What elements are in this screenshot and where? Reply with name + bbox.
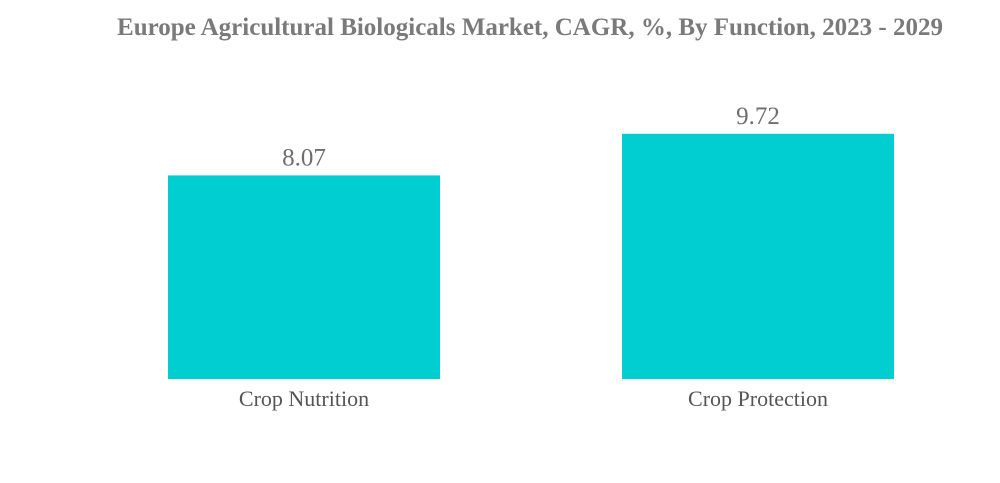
bar-crop-nutrition (168, 175, 440, 379)
chart-title: Europe Agricultural Biologicals Market, … (117, 14, 943, 41)
value-label-crop-protection: 9.72 (736, 103, 780, 130)
category-label-crop-protection: Crop Protection (688, 386, 828, 411)
value-labels-layer: 8.07 9.72 (282, 103, 780, 172)
bars-layer (168, 133, 894, 379)
category-labels-layer: Crop Nutrition Crop Protection (239, 386, 828, 411)
bar-crop-protection (622, 133, 894, 379)
value-label-crop-nutrition: 8.07 (282, 144, 326, 171)
category-label-crop-nutrition: Crop Nutrition (239, 386, 369, 411)
